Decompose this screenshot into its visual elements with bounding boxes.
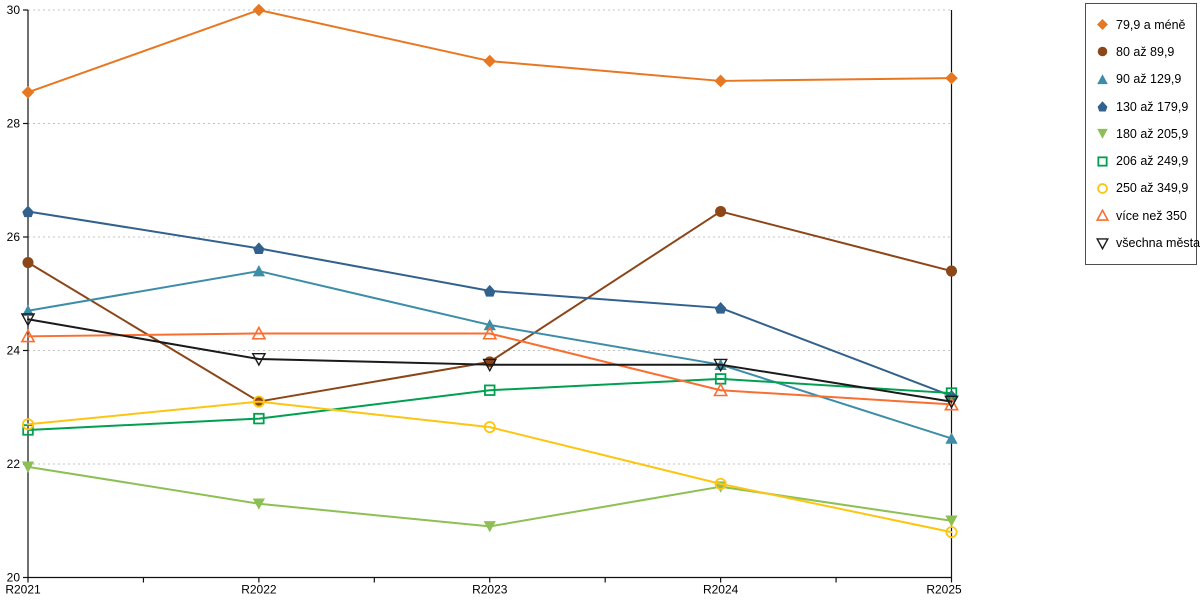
series-line xyxy=(27,210,953,403)
data-point-triangle-down-hollow-icon xyxy=(20,313,36,327)
series-line xyxy=(27,465,953,528)
data-point-diamond-icon xyxy=(21,85,35,99)
x-axis-tick-label: R2021 xyxy=(5,583,41,597)
legend-diamond-icon xyxy=(1097,19,1108,31)
legend-item-label: více než 350 xyxy=(1116,208,1187,223)
y-axis-tick-label: 30 xyxy=(7,3,21,17)
data-point-triangle-up-icon xyxy=(1097,74,1108,84)
legend-item: všechna města xyxy=(1096,229,1200,256)
data-point-circle-hollow-icon xyxy=(252,395,265,408)
y-axis-tick-label: 26 xyxy=(7,230,21,244)
legend-circle-icon xyxy=(1097,47,1108,57)
legend-pentagon-icon xyxy=(1097,101,1108,112)
legend-item: 206 až 249,9 xyxy=(1096,147,1192,174)
data-point-triangle-up-hollow-icon xyxy=(20,328,36,343)
legend-triangle-up-icon xyxy=(1097,74,1108,84)
series-line xyxy=(27,318,953,403)
data-point-diamond-icon xyxy=(945,71,958,85)
data-point-triangle-up-hollow-icon xyxy=(713,382,729,397)
data-point-diamond-icon xyxy=(1097,19,1108,31)
legend-item-label: 206 až 249,9 xyxy=(1116,154,1189,169)
data-point-triangle-down-icon xyxy=(1097,129,1108,140)
data-point-triangle-down-icon xyxy=(21,461,35,473)
data-point-circle-hollow-icon xyxy=(21,418,34,431)
data-point-circle-hollow-icon xyxy=(1097,183,1108,194)
data-point-triangle-down-hollow-icon xyxy=(713,358,728,373)
legend-square-hollow-icon xyxy=(1097,156,1108,167)
legend-item-label: 250 až 349,9 xyxy=(1116,181,1189,196)
data-point-diamond-icon xyxy=(252,3,266,17)
data-point-triangle-up-icon xyxy=(252,265,265,277)
legend-item: 90 až 129,9 xyxy=(1096,66,1192,93)
data-point-pentagon-icon xyxy=(484,284,496,297)
series-line xyxy=(27,377,953,431)
data-point-triangle-up-hollow-icon xyxy=(944,396,959,411)
data-point-pentagon-icon xyxy=(22,205,34,218)
data-point-circle-icon xyxy=(22,257,34,269)
data-point-square-hollow-icon xyxy=(1097,156,1108,167)
series-line xyxy=(27,400,953,534)
y-axis-tick-label: 28 xyxy=(7,117,21,131)
x-axis-tick-label: R2024 xyxy=(703,583,739,597)
legend-item-label: 180 až 205,9 xyxy=(1116,126,1189,141)
data-point-diamond-icon xyxy=(483,54,497,68)
data-point-triangle-up-hollow-icon xyxy=(482,325,498,340)
data-point-square-hollow-icon xyxy=(484,384,496,396)
data-point-pentagon-icon xyxy=(1097,101,1108,112)
legend: 79,9 a méně 80 až 89,9 90 až 129,9 130 až 1… xyxy=(1085,3,1200,265)
data-point-triangle-up-icon xyxy=(21,304,35,317)
legend-item: 130 až 179,9 xyxy=(1096,93,1192,120)
data-point-triangle-up-icon xyxy=(483,318,496,331)
data-point-circle-icon xyxy=(945,265,958,277)
x-axis-tick-label: R2022 xyxy=(241,583,277,597)
legend-item-label: 90 až 129,9 xyxy=(1116,72,1182,87)
data-point-triangle-down-hollow-icon xyxy=(944,395,959,410)
y-axis-tick-label: 22 xyxy=(7,457,21,471)
data-point-triangle-down-icon xyxy=(483,521,496,533)
data-point-circle-icon xyxy=(1097,47,1108,57)
legend-item: 80 až 89,9 xyxy=(1096,38,1192,65)
series-line xyxy=(27,332,953,406)
legend-item: 180 až 205,9 xyxy=(1096,120,1192,147)
series-line xyxy=(27,9,953,94)
data-point-pentagon-icon xyxy=(253,242,265,255)
x-axis-tick-label: R2023 xyxy=(472,583,508,597)
x-axis-tick-label: R2025 xyxy=(926,583,962,597)
legend-triangle-down-hollow-icon xyxy=(1096,237,1109,250)
legend-triangle-up-hollow-icon xyxy=(1096,209,1109,222)
data-point-triangle-up-hollow-icon xyxy=(1096,209,1109,222)
data-point-circle-hollow-icon xyxy=(945,526,958,539)
data-point-triangle-down-icon xyxy=(945,515,958,527)
data-point-circle-hollow-icon xyxy=(483,421,496,434)
legend-item-label: 80 až 89,9 xyxy=(1116,44,1175,59)
legend-item: více než 350 xyxy=(1096,202,1192,229)
legend-item: 79,9 a méně xyxy=(1096,11,1192,38)
legend-item-label: 79,9 a méně xyxy=(1116,17,1186,32)
data-point-circle-icon xyxy=(484,356,496,368)
data-point-triangle-down-hollow-icon xyxy=(1096,237,1109,250)
data-point-diamond-icon xyxy=(714,74,727,88)
data-point-triangle-down-hollow-icon xyxy=(482,358,498,373)
legend-item-label: všechna města xyxy=(1116,236,1200,251)
series-line xyxy=(27,210,953,397)
y-axis-tick-label: 24 xyxy=(7,344,21,358)
legend-item-label: 130 až 179,9 xyxy=(1116,99,1189,114)
data-point-pentagon-icon xyxy=(714,301,727,314)
data-point-triangle-up-icon xyxy=(945,432,958,444)
data-point-triangle-down-icon xyxy=(252,498,265,510)
legend-item: 250 až 349,9 xyxy=(1096,175,1192,202)
data-point-square-hollow-icon xyxy=(253,412,265,425)
data-point-circle-icon xyxy=(715,205,727,217)
data-point-circle-hollow-icon xyxy=(714,477,727,490)
y-axis-tick-label: 20 xyxy=(7,571,21,585)
data-point-triangle-up-hollow-icon xyxy=(251,325,267,340)
legend-triangle-down-icon xyxy=(1097,129,1108,140)
data-point-triangle-down-hollow-icon xyxy=(251,353,267,367)
legend-circle-hollow-icon xyxy=(1097,183,1108,194)
